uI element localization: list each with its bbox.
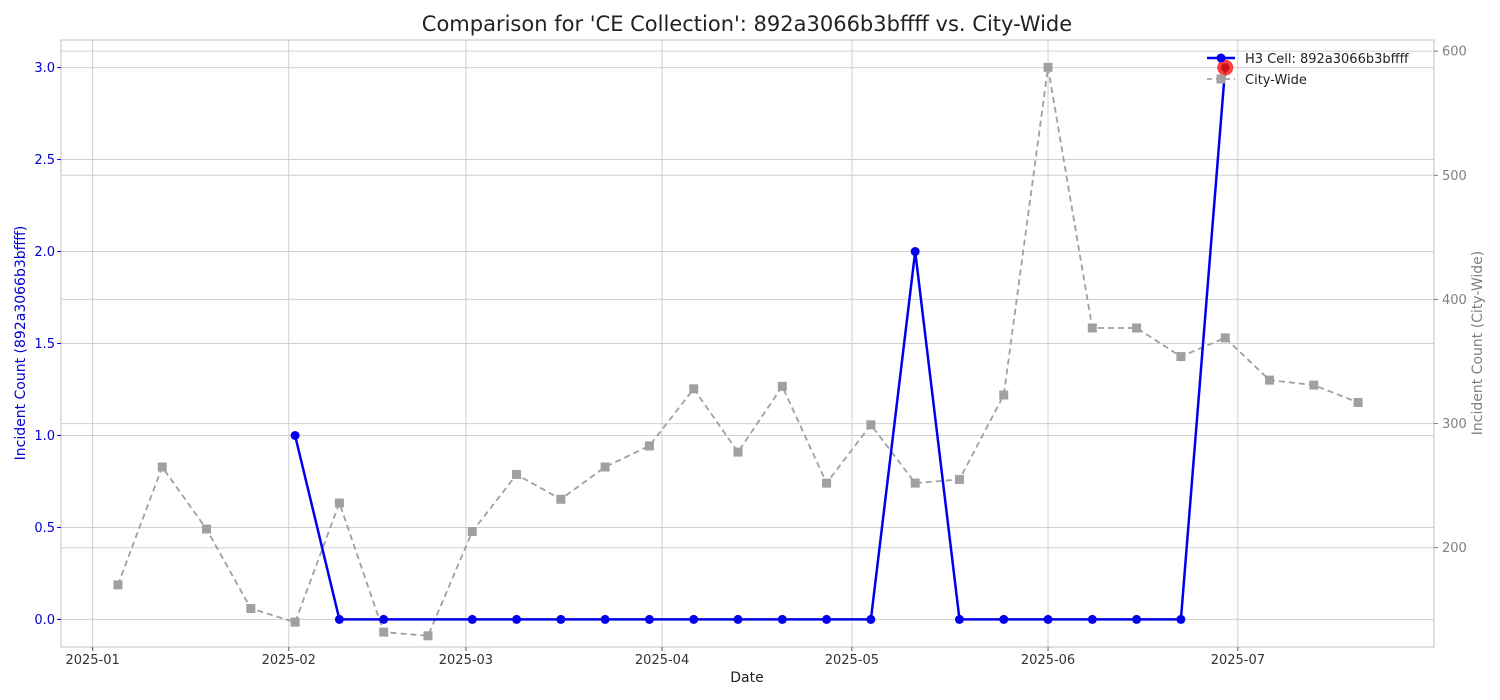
city-wide-point — [334, 498, 344, 508]
city-wide-point — [246, 604, 256, 614]
city-wide-point — [113, 580, 123, 590]
cell-series — [290, 59, 1234, 624]
cell-point — [999, 614, 1009, 624]
cell-point — [1043, 614, 1053, 624]
cell-point — [334, 614, 344, 624]
cell-point — [777, 614, 787, 624]
city-wide-point — [1309, 380, 1319, 390]
city-wide-point — [379, 627, 389, 637]
y-right-tick-label: 500 — [1442, 169, 1467, 184]
grid-lines — [61, 40, 1434, 647]
y-right-tick-label: 300 — [1442, 417, 1467, 432]
city-wide-point — [1264, 375, 1274, 385]
x-axis-ticks: 2025-01 2025-02 2025-03 2025-04 2025-05 2025-… — [65, 647, 1265, 668]
city-wide-point — [822, 478, 832, 488]
city-wide-point — [1353, 397, 1363, 407]
cell-point — [1087, 614, 1097, 624]
cell-point — [379, 614, 389, 624]
city-wide-point — [157, 462, 167, 472]
city-wide-point — [954, 474, 964, 484]
legend-city-marker — [1216, 74, 1226, 84]
city-wide-point — [910, 478, 920, 488]
y-left-tick-label: 3.0 — [34, 61, 55, 76]
y-right-tick-label: 400 — [1442, 293, 1467, 308]
cell-point — [467, 614, 477, 624]
city-wide-point — [689, 384, 699, 394]
city-wide-point — [866, 420, 876, 430]
cell-point — [910, 247, 920, 257]
city-wide-point — [512, 469, 522, 479]
city-wide-point — [600, 462, 610, 472]
city-wide-point — [202, 524, 212, 534]
left-axis-title: Incident Count (892a3066b3bffff) — [13, 226, 29, 461]
city-wide-series — [113, 62, 1363, 641]
x-tick-label: 2025-03 — [439, 653, 493, 668]
x-tick-label: 2025-05 — [825, 653, 879, 668]
left-axis-ticks: 0.0 0.5 1.0 1.5 2.0 2.5 3.0 — [34, 61, 61, 628]
chart-title: Comparison for 'CE Collection': 892a3066… — [422, 12, 1072, 36]
x-tick-label: 2025-04 — [635, 653, 689, 668]
city-wide-point — [423, 631, 433, 641]
city-wide-point — [1132, 323, 1142, 333]
y-right-tick-label: 600 — [1442, 45, 1467, 60]
cell-point — [290, 430, 300, 440]
y-left-tick-label: 2.0 — [34, 245, 55, 260]
city-wide-point — [1087, 323, 1097, 333]
city-wide-point — [999, 390, 1009, 400]
city-wide-point — [556, 494, 566, 504]
x-tick-label: 2025-06 — [1021, 653, 1075, 668]
y-left-tick-label: 0.5 — [34, 521, 55, 536]
legend-city-label: City-Wide — [1245, 73, 1307, 88]
cell-point — [1132, 614, 1142, 624]
cell-point — [512, 614, 522, 624]
y-left-tick-label: 1.0 — [34, 429, 55, 444]
cell-point — [556, 614, 566, 624]
cell-point — [822, 614, 832, 624]
city-wide-line — [117, 67, 1359, 637]
y-right-tick-label: 200 — [1442, 541, 1467, 556]
city-wide-point — [1176, 352, 1186, 362]
right-axis-title: Incident Count (City-Wide) — [1470, 251, 1486, 435]
x-tick-label: 2025-07 — [1211, 653, 1265, 668]
cell-point — [689, 614, 699, 624]
city-wide-point — [777, 381, 787, 391]
x-tick-label: 2025-02 — [262, 653, 316, 668]
y-left-tick-label: 0.0 — [34, 613, 55, 628]
city-wide-point — [733, 447, 743, 457]
cell-point — [600, 614, 610, 624]
city-wide-point — [1220, 333, 1230, 343]
right-axis-ticks: 200 300 400 500 600 — [1434, 45, 1467, 556]
highlight-point-core — [1221, 63, 1230, 72]
cell-point — [644, 614, 654, 624]
legend-cell-marker — [1216, 53, 1226, 63]
cell-point — [866, 614, 876, 624]
cell-point — [1176, 614, 1186, 624]
y-left-tick-label: 1.5 — [34, 337, 55, 352]
city-wide-point — [644, 441, 654, 451]
y-left-tick-label: 2.5 — [34, 153, 55, 168]
city-wide-point — [467, 527, 477, 537]
legend-cell-label: H3 Cell: 892a3066b3bffff — [1245, 52, 1410, 67]
x-tick-label: 2025-01 — [65, 653, 119, 668]
cell-point — [733, 614, 743, 624]
legend: H3 Cell: 892a3066b3bffff City-Wide — [1207, 52, 1410, 88]
cell-point — [954, 614, 964, 624]
city-wide-point — [290, 617, 300, 627]
x-axis-title: Date — [730, 670, 763, 686]
city-wide-point — [1043, 62, 1053, 72]
